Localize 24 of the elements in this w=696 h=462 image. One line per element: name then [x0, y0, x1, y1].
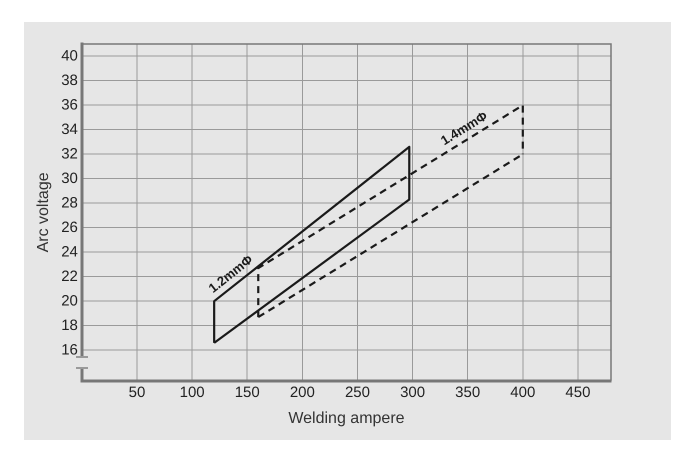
- y-tick-label: 26: [61, 218, 78, 236]
- y-tick-label: 38: [61, 72, 78, 89]
- y-tick-label: 40: [61, 47, 78, 64]
- x-tick-label: 350: [455, 384, 480, 401]
- x-tick-label: 400: [510, 384, 536, 401]
- y-tick-label: 16: [61, 341, 78, 358]
- y-tick-label: 30: [61, 170, 78, 187]
- x-tick-label: 100: [180, 384, 205, 401]
- y-tick-label: 22: [61, 268, 78, 285]
- y-tick-label: 24: [61, 243, 78, 260]
- x-axis-title: Welding ampere: [288, 410, 405, 427]
- y-tick-label: 20: [61, 292, 78, 310]
- y-tick-label: 28: [61, 194, 78, 212]
- x-tick-label: 250: [344, 384, 370, 401]
- x-tick-label: 300: [400, 384, 426, 401]
- x-tick-label: 450: [565, 384, 590, 401]
- y-tick-label: 18: [61, 316, 78, 334]
- y-tick-label: 32: [61, 145, 78, 162]
- x-tick-label: 150: [234, 384, 260, 401]
- x-tick-label: 50: [128, 384, 146, 401]
- y-tick-label: 34: [61, 120, 78, 138]
- y-tick-label: 36: [61, 96, 78, 114]
- y-axis-title: Arc voltage: [35, 172, 52, 252]
- x-tick-label: 200: [290, 384, 315, 401]
